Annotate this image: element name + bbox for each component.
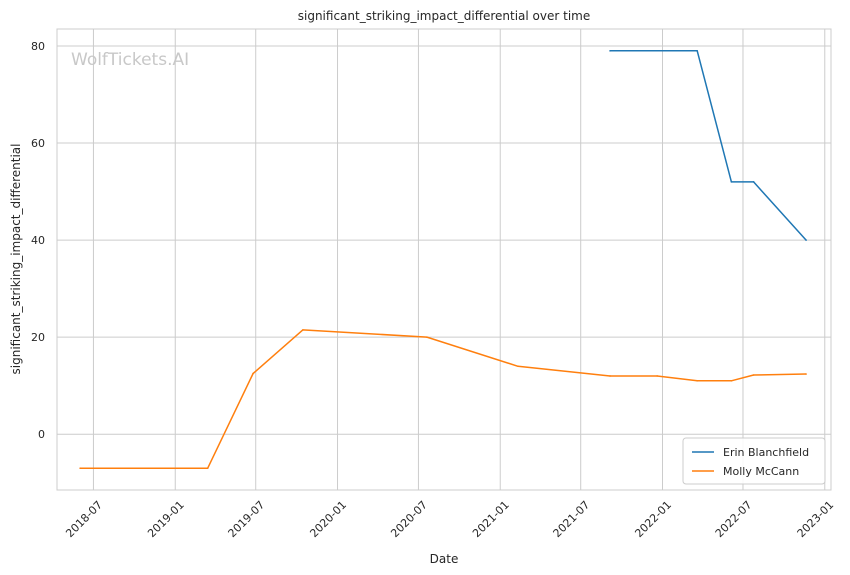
x-tick-label: 2021-01 bbox=[470, 498, 512, 540]
legend-box bbox=[682, 437, 826, 485]
data-point-molly-mccann bbox=[517, 365, 519, 368]
y-tick-label: 80 bbox=[31, 40, 45, 53]
legend: Erin Blanchfield Molly McCann bbox=[682, 437, 826, 485]
y-axis-label: significant_striking_impact_differential bbox=[9, 144, 23, 375]
series-line-erin-blanchfield bbox=[610, 50, 807, 241]
x-tick-label: 2020-07 bbox=[388, 498, 430, 540]
x-tick-label: 2022-01 bbox=[632, 498, 674, 540]
y-tick-label: 20 bbox=[31, 331, 45, 344]
data-point-erin-blanchfield bbox=[730, 181, 733, 183]
y-axis-ticks: 0 20 40 60 80 bbox=[31, 40, 45, 441]
x-tick-label: 2019-01 bbox=[145, 498, 187, 540]
data-point-erin-blanchfield bbox=[805, 239, 807, 241]
data-point-molly-mccann bbox=[730, 380, 733, 382]
x-tick-label: 2022-07 bbox=[713, 498, 755, 540]
data-point-molly-mccann bbox=[696, 380, 698, 382]
x-tick-label: 2023-01 bbox=[795, 498, 837, 540]
x-axis-ticks: 2018-07 2019-01 2019-07 2020-01 2020-07 2021-… bbox=[63, 498, 836, 540]
data-point-molly-mccann bbox=[302, 329, 304, 331]
data-point-molly-mccann bbox=[79, 467, 81, 469]
data-point-molly-mccann bbox=[206, 467, 209, 469]
grid bbox=[57, 29, 831, 490]
y-tick-label: 40 bbox=[31, 234, 45, 247]
data-point-molly-mccann bbox=[426, 336, 428, 338]
watermark: WolfTickets.AI bbox=[71, 50, 189, 70]
data-point-erin-blanchfield bbox=[609, 50, 611, 52]
data-point-molly-mccann bbox=[252, 372, 254, 375]
y-tick-label: 0 bbox=[38, 428, 45, 441]
data-point-erin-blanchfield bbox=[696, 50, 698, 52]
data-point-erin-blanchfield bbox=[752, 181, 755, 183]
plot-frame bbox=[56, 28, 832, 491]
legend-label-molly-mccann: Molly McCann bbox=[723, 465, 799, 478]
chart-title: significant_striking_impact_differential… bbox=[298, 9, 590, 23]
data-point-molly-mccann bbox=[805, 373, 807, 375]
data-point-molly-mccann bbox=[752, 374, 755, 376]
data-point-molly-mccann bbox=[609, 375, 611, 377]
data-point-molly-mccann bbox=[656, 375, 658, 377]
x-axis-label: Date bbox=[430, 552, 459, 566]
x-tick-label: 2018-07 bbox=[63, 498, 105, 540]
x-tick-label: 2021-07 bbox=[551, 498, 593, 540]
y-tick-label: 60 bbox=[31, 137, 45, 150]
legend-label-erin-blanchfield: Erin Blanchfield bbox=[723, 446, 809, 459]
series-layer bbox=[79, 50, 807, 469]
x-tick-label: 2020-01 bbox=[307, 498, 349, 540]
x-tick-label: 2019-07 bbox=[226, 498, 268, 540]
series-line-molly-mccann bbox=[80, 329, 807, 469]
